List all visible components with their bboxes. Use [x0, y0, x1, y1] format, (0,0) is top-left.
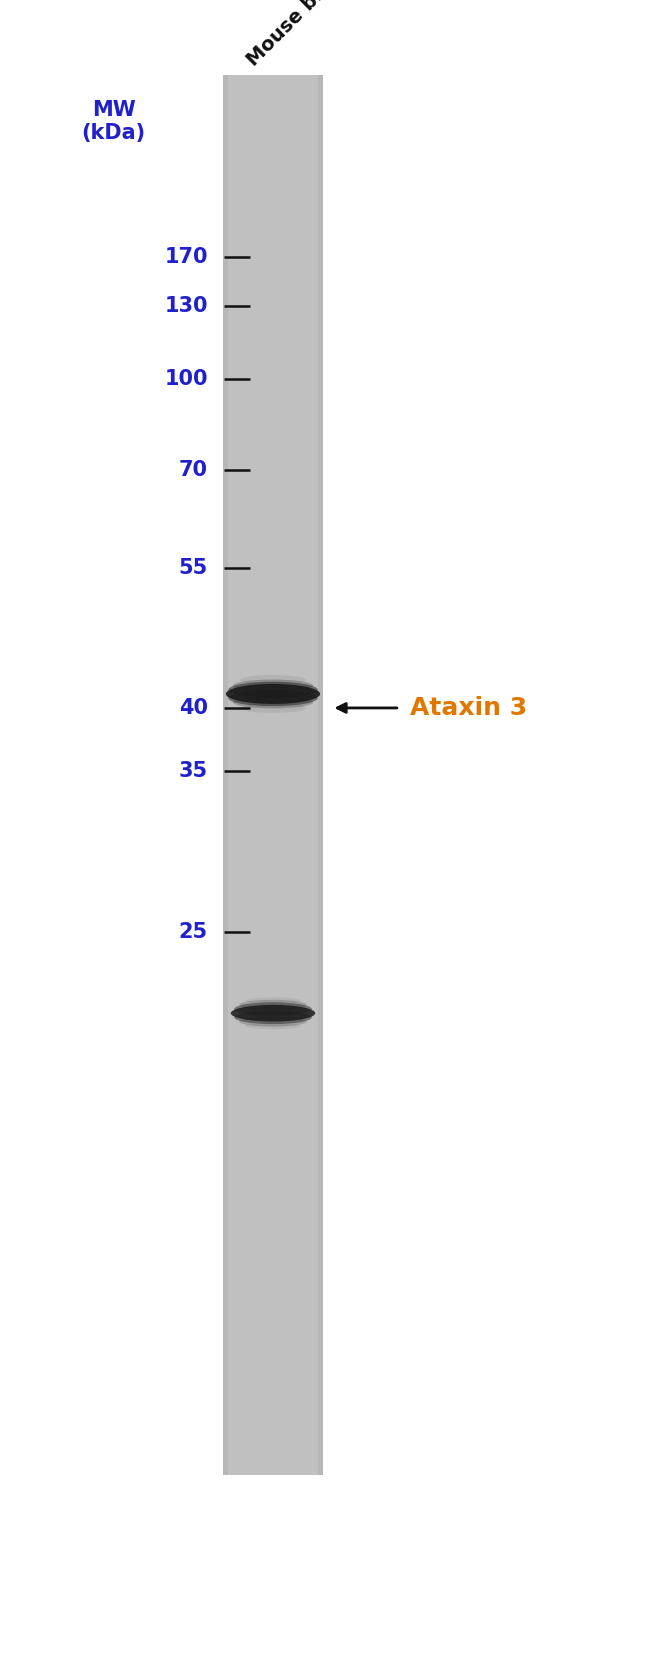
Text: Ataxin 3: Ataxin 3: [410, 695, 526, 720]
Ellipse shape: [234, 1002, 312, 1015]
Ellipse shape: [239, 1017, 307, 1027]
Text: 35: 35: [179, 760, 208, 780]
Text: 100: 100: [164, 368, 208, 388]
Text: 130: 130: [164, 297, 208, 317]
Ellipse shape: [239, 1000, 307, 1010]
Bar: [318, 75, 323, 1475]
Ellipse shape: [228, 690, 318, 707]
Text: Mouse brain: Mouse brain: [243, 0, 352, 70]
Ellipse shape: [246, 997, 300, 1004]
Ellipse shape: [226, 683, 320, 703]
Text: 40: 40: [179, 698, 208, 718]
Text: MW
(kDa): MW (kDa): [82, 100, 146, 143]
Ellipse shape: [240, 703, 306, 713]
Ellipse shape: [234, 1010, 312, 1024]
Ellipse shape: [228, 682, 318, 698]
Ellipse shape: [240, 675, 306, 685]
Text: 70: 70: [179, 460, 208, 480]
Ellipse shape: [231, 1005, 315, 1022]
Bar: [222, 75, 323, 1475]
Text: 25: 25: [179, 922, 208, 942]
Ellipse shape: [246, 1022, 300, 1029]
Text: 170: 170: [164, 247, 208, 267]
Ellipse shape: [233, 697, 313, 708]
Bar: [222, 75, 227, 1475]
Ellipse shape: [233, 680, 313, 692]
Text: 55: 55: [179, 558, 208, 578]
